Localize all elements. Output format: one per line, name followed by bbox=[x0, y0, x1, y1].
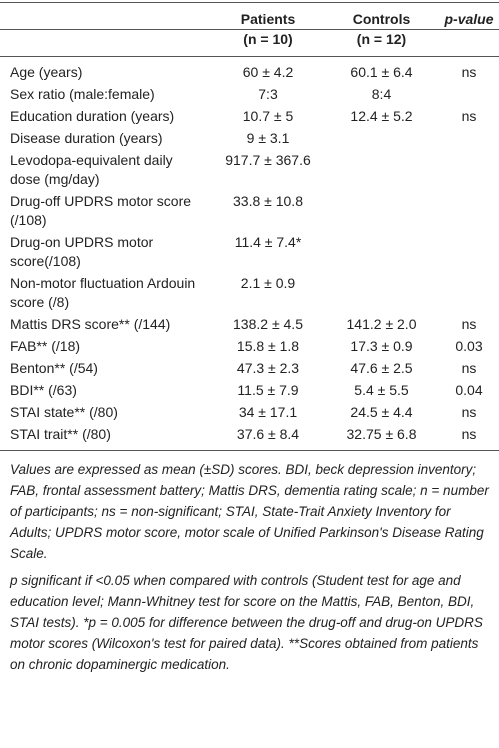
row-label: Disease duration (years) bbox=[10, 130, 163, 146]
value-cell: ns bbox=[461, 316, 477, 332]
value-cell: 138.2 ± 4.5 bbox=[233, 316, 303, 332]
header-cell: p-value bbox=[444, 11, 494, 27]
table-row: Drug-off UPDRS motor score (/108) 33.8 ± … bbox=[0, 191, 499, 232]
value-cell: 15.8 ± 1.8 bbox=[236, 338, 300, 354]
value-cell: 60 ± 4.2 bbox=[242, 64, 294, 80]
row-label: STAI state** (/80) bbox=[10, 404, 118, 420]
row-label: FAB** (/18) bbox=[10, 338, 81, 354]
value-cell bbox=[324, 273, 439, 314]
footnote: Values are expressed as mean (±SD) score… bbox=[10, 462, 489, 561]
table-row: Education duration (years) 10.7 ± 5 12.4 ±… bbox=[0, 106, 499, 128]
value-cell: 141.2 ± 2.0 bbox=[346, 316, 417, 332]
value-cell: 17.3 ± 0.9 bbox=[350, 338, 413, 354]
row-label: STAI trait** (/80) bbox=[10, 426, 111, 442]
value-cell: ns bbox=[461, 360, 477, 376]
value-cell: ns bbox=[461, 64, 477, 80]
footnote: p significant if <0.05 when compared wit… bbox=[10, 573, 483, 672]
empty-header bbox=[0, 3, 212, 30]
header-cell: (n = 12) bbox=[356, 31, 407, 47]
value-cell bbox=[439, 150, 499, 191]
value-cell: 47.6 ± 2.5 bbox=[350, 360, 413, 376]
header-row: Patients Controls p-value bbox=[0, 2, 499, 30]
value-cell bbox=[324, 150, 439, 191]
empty-header bbox=[439, 30, 499, 57]
value-cell: 7:3 bbox=[258, 86, 278, 102]
header-cell: (n = 10) bbox=[243, 31, 293, 47]
value-cell: 0.04 bbox=[455, 382, 483, 398]
table-header: Patients Controls p-value (n = 10) (n = … bbox=[0, 2, 499, 57]
row-label: Benton** (/54) bbox=[10, 360, 98, 376]
row-label: Drug-off UPDRS motor score (/108) bbox=[10, 193, 192, 228]
row-label: Drug-on UPDRS motor score(/108) bbox=[10, 234, 154, 269]
value-cell: 9 ± 3.1 bbox=[246, 130, 290, 146]
row-label: BDI** (/63) bbox=[10, 382, 77, 398]
value-cell bbox=[439, 128, 499, 150]
header-cell: Controls bbox=[352, 11, 411, 27]
value-cell: 2.1 ± 0.9 bbox=[240, 275, 296, 291]
value-cell bbox=[439, 232, 499, 273]
value-cell bbox=[324, 191, 439, 232]
row-label: Mattis DRS score** (/144) bbox=[10, 316, 171, 332]
value-cell: 11.4 ± 7.4* bbox=[234, 234, 302, 250]
table-row: Sex ratio (male:female) 7:3 8:4 bbox=[0, 84, 499, 106]
value-cell: 60.1 ± 6.4 bbox=[350, 64, 413, 80]
value-cell: 10.7 ± 5 bbox=[242, 108, 294, 124]
table-row: Drug-on UPDRS motor score(/108) 11.4 ± 7.… bbox=[0, 232, 499, 273]
table-row: Non-motor fluctuation Ardouin score (/8)… bbox=[0, 273, 499, 314]
empty-header bbox=[0, 30, 212, 57]
table-row: Mattis DRS score** (/144) 138.2 ± 4.5 141.… bbox=[0, 314, 499, 336]
value-cell: 12.4 ± 5.2 bbox=[350, 108, 413, 124]
table-row: BDI** (/63) 11.5 ± 7.9 5.4 ± 5.5 0.04 bbox=[0, 380, 499, 402]
value-cell: 33.8 ± 10.8 bbox=[233, 193, 303, 209]
value-cell bbox=[439, 273, 499, 314]
table-row: Levodopa-equivalent daily dose (mg/day) 9… bbox=[0, 150, 499, 191]
row-label: Levodopa-equivalent daily dose (mg/day) bbox=[10, 152, 173, 187]
value-cell: 32.75 ± 6.8 bbox=[346, 426, 417, 442]
value-cell: ns bbox=[461, 108, 477, 124]
table-row: STAI trait** (/80) 37.6 ± 8.4 32.75 ± 6.8 n… bbox=[0, 424, 499, 451]
value-cell: 47.3 ± 2.3 bbox=[236, 360, 300, 376]
row-label: Age (years) bbox=[10, 64, 83, 80]
table-row: Age (years) 60 ± 4.2 60.1 ± 6.4 ns bbox=[0, 57, 499, 85]
value-cell: ns bbox=[461, 426, 477, 442]
value-cell bbox=[439, 191, 499, 232]
row-label: Education duration (years) bbox=[10, 108, 175, 124]
value-cell: 24.5 ± 4.4 bbox=[350, 404, 413, 420]
value-cell: 5.4 ± 5.5 bbox=[354, 382, 409, 398]
table-body: Age (years) 60 ± 4.2 60.1 ± 6.4 ns Sex ratio… bbox=[0, 57, 499, 451]
header-cell: Patients bbox=[240, 11, 296, 27]
table-row: Disease duration (years) 9 ± 3.1 bbox=[0, 128, 499, 150]
value-cell: 8:4 bbox=[371, 86, 392, 102]
table-row: STAI state** (/80) 34 ± 17.1 24.5 ± 4.4 ns bbox=[0, 402, 499, 424]
value-cell bbox=[324, 128, 439, 150]
value-cell: 11.5 ± 7.9 bbox=[237, 382, 299, 398]
value-cell bbox=[439, 84, 499, 106]
row-label: Sex ratio (male:female) bbox=[10, 86, 155, 102]
data-table: Patients Controls p-value (n = 10) (n = … bbox=[0, 2, 499, 451]
value-cell: 0.03 bbox=[455, 338, 483, 354]
header-row: (n = 10) (n = 12) bbox=[0, 29, 499, 57]
table-row: Benton** (/54) 47.3 ± 2.3 47.6 ± 2.5 ns bbox=[0, 358, 499, 380]
footnotes: Values are expressed as mean (±SD) score… bbox=[0, 451, 499, 675]
value-cell: 917.7 ± 367.6 bbox=[225, 152, 311, 168]
value-cell: 37.6 ± 8.4 bbox=[236, 426, 300, 442]
table-row: FAB** (/18) 15.8 ± 1.8 17.3 ± 0.9 0.03 bbox=[0, 336, 499, 358]
row-label: Non-motor fluctuation Ardouin score (/8) bbox=[10, 275, 196, 310]
value-cell: 34 ± 17.1 bbox=[238, 404, 298, 420]
value-cell: ns bbox=[461, 404, 477, 420]
value-cell bbox=[324, 232, 439, 273]
